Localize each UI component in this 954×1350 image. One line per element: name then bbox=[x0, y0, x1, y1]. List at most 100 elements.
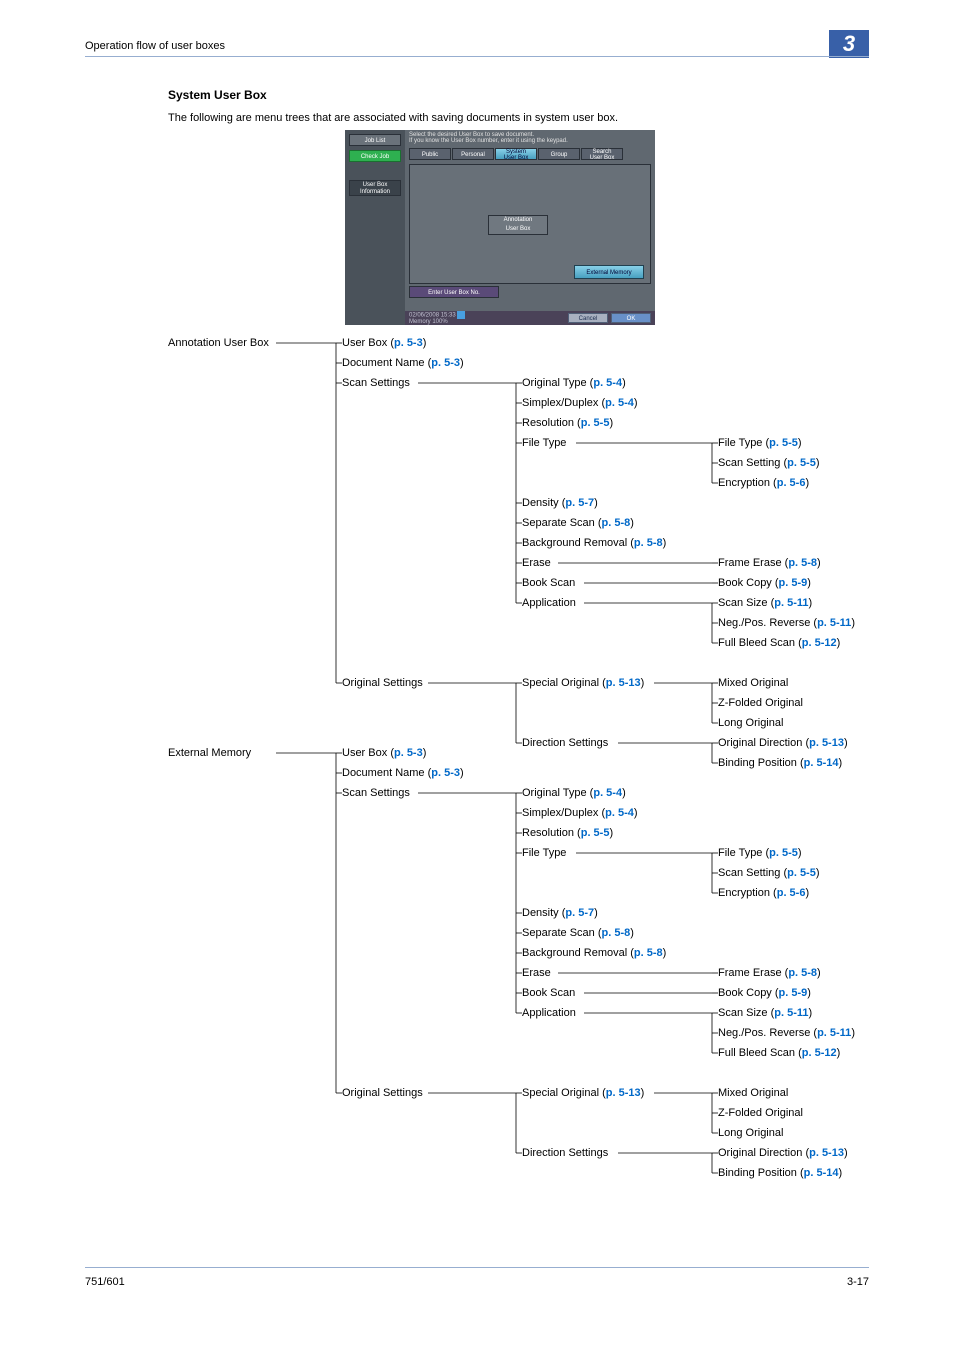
external-root-orig-0: Special Original (p. 5-13) bbox=[522, 1086, 644, 1100]
external-root-ap-0-label: Scan Size bbox=[718, 1007, 768, 1019]
paren: ) bbox=[630, 927, 634, 939]
external-root-ap-2-label: Full Bleed Scan bbox=[718, 1047, 795, 1059]
mfp-main: Select the desired User Box to save docu… bbox=[405, 130, 655, 325]
external-root-scan-6-link[interactable]: p. 5-8 bbox=[634, 947, 663, 959]
paren: ) bbox=[609, 827, 613, 839]
paren: ) bbox=[837, 637, 841, 649]
external-root-ft-1: Scan Setting (p. 5-5) bbox=[718, 866, 820, 880]
tab-public: Public bbox=[409, 148, 451, 160]
external-root-ds-1-link[interactable]: p. 5-14 bbox=[804, 1167, 839, 1179]
annotation-root-ap-0: Scan Size (p. 5-11) bbox=[718, 596, 812, 610]
external-root-ft-1-link[interactable]: p. 5-5 bbox=[787, 867, 816, 879]
paren: ) bbox=[805, 887, 809, 899]
external-root-ap-2-link[interactable]: p. 5-12 bbox=[802, 1047, 837, 1059]
external-root-scan-2-link[interactable]: p. 5-5 bbox=[581, 827, 610, 839]
datetime: 02/06/2008 15:33 bbox=[409, 313, 456, 319]
external-root-orig-0-link[interactable]: p. 5-13 bbox=[606, 1087, 641, 1099]
enter-box-no-button: Enter User Box No. bbox=[409, 286, 499, 298]
external-root-ft-0-label: File Type bbox=[718, 847, 762, 859]
annotation-root-scan-7-label: Erase bbox=[522, 557, 551, 569]
external-root-scan-6: Background Removal (p. 5-8) bbox=[522, 946, 666, 960]
external-root-orig-0-label: Special Original bbox=[522, 1087, 599, 1099]
external-root-ap-1: Neg./Pos. Reverse (p. 5-11) bbox=[718, 1026, 855, 1040]
annotation-root-l1-1-link[interactable]: p. 5-3 bbox=[431, 357, 460, 369]
external-root-scan-4-link[interactable]: p. 5-7 bbox=[565, 907, 594, 919]
annotation-root-scan-6: Background Removal (p. 5-8) bbox=[522, 536, 666, 550]
external-root-ft-1-label: Scan Setting bbox=[718, 867, 780, 879]
external-root-scan-0-link[interactable]: p. 5-4 bbox=[593, 787, 622, 799]
annotation-root-label: Annotation User Box bbox=[168, 337, 269, 349]
mfp-screenshot: Job List Check Job User Box Information … bbox=[345, 130, 655, 325]
external-root-ds-0-link[interactable]: p. 5-13 bbox=[809, 1147, 844, 1159]
annotation-root-er-0-link[interactable]: p. 5-8 bbox=[788, 557, 817, 569]
annotation-root-ft-2: Encryption (p. 5-6) bbox=[718, 476, 809, 490]
external-root-scan-8-label: Book Scan bbox=[522, 987, 575, 999]
external-root-scan-4: Density (p. 5-7) bbox=[522, 906, 598, 920]
external-root-scan-9-label: Application bbox=[522, 1007, 576, 1019]
annotation-root-scan-4-link[interactable]: p. 5-7 bbox=[565, 497, 594, 509]
annotation-root-scan-5-label: Separate Scan bbox=[522, 517, 595, 529]
paren: ) bbox=[817, 967, 821, 979]
external-root-ft-0-link[interactable]: p. 5-5 bbox=[769, 847, 798, 859]
paren: ) bbox=[634, 807, 638, 819]
paren: ) bbox=[844, 1147, 848, 1159]
external-root-l1-2: Scan Settings bbox=[342, 786, 410, 800]
annotation-root-scan-6-link[interactable]: p. 5-8 bbox=[634, 537, 663, 549]
annotation-root-l1-0-link[interactable]: p. 5-3 bbox=[394, 337, 423, 349]
external-root-scan-6-label: Background Removal bbox=[522, 947, 627, 959]
external-root-ap-0-link[interactable]: p. 5-11 bbox=[774, 1007, 808, 1019]
annotation-root-ap-0-link[interactable]: p. 5-11 bbox=[774, 597, 808, 609]
annotation-root-scan-5-link[interactable]: p. 5-8 bbox=[602, 517, 631, 529]
annotation-root-scan-2-link[interactable]: p. 5-5 bbox=[581, 417, 610, 429]
annotation-root-ap-2-link[interactable]: p. 5-12 bbox=[802, 637, 837, 649]
annotation-root-so-2: Long Original bbox=[718, 716, 783, 730]
annotation-root-orig-0-link[interactable]: p. 5-13 bbox=[606, 677, 641, 689]
annotation-root-scan-0-link[interactable]: p. 5-4 bbox=[593, 377, 622, 389]
external-root-ap-1-link[interactable]: p. 5-11 bbox=[817, 1027, 851, 1039]
external-root-bs-0-link[interactable]: p. 5-9 bbox=[779, 987, 808, 999]
annotation-root-er-0: Frame Erase (p. 5-8) bbox=[718, 556, 821, 570]
external-root-so-2-label: Long Original bbox=[718, 1127, 783, 1139]
external-root-orig-1: Direction Settings bbox=[522, 1146, 608, 1160]
paren: ) bbox=[622, 377, 626, 389]
external-root-scan-5-label: Separate Scan bbox=[522, 927, 595, 939]
annotation-root-scan-6-label: Background Removal bbox=[522, 537, 627, 549]
external-root-scan-5-link[interactable]: p. 5-8 bbox=[602, 927, 631, 939]
annotation-root-so-1: Z-Folded Original bbox=[718, 696, 803, 710]
external-root-er-0-link[interactable]: p. 5-8 bbox=[788, 967, 817, 979]
annotation-root-ap-1-link[interactable]: p. 5-11 bbox=[817, 617, 851, 629]
external-root-so-0-label: Mixed Original bbox=[718, 1087, 788, 1099]
annotation-root-ft-1-link[interactable]: p. 5-5 bbox=[787, 457, 816, 469]
annotation-root-so-2-label: Long Original bbox=[718, 717, 783, 729]
external-root-l1-0: User Box (p. 5-3) bbox=[342, 746, 426, 760]
annotation-root-ap-2-label: Full Bleed Scan bbox=[718, 637, 795, 649]
annotation-root-scan-9-label: Application bbox=[522, 597, 576, 609]
external-root-ft-2-link[interactable]: p. 5-6 bbox=[777, 887, 806, 899]
annotation-root-scan-8: Book Scan bbox=[522, 576, 575, 590]
footer-rule bbox=[85, 1267, 869, 1268]
annotation-root: Annotation User Box bbox=[168, 336, 269, 350]
external-root-scan-8: Book Scan bbox=[522, 986, 575, 1000]
paren: ) bbox=[641, 1087, 645, 1099]
paren: ) bbox=[622, 787, 626, 799]
annotation-root-ft-2-link[interactable]: p. 5-6 bbox=[777, 477, 806, 489]
annotation-root-ft-0-link[interactable]: p. 5-5 bbox=[769, 437, 798, 449]
annotation-root-scan-5: Separate Scan (p. 5-8) bbox=[522, 516, 634, 530]
external-root-scan-2: Resolution (p. 5-5) bbox=[522, 826, 613, 840]
mfp-help-text: Select the desired User Box to save docu… bbox=[405, 130, 655, 146]
annotation-root-ap-1-label: Neg./Pos. Reverse bbox=[718, 617, 810, 629]
paren: ) bbox=[809, 597, 813, 609]
external-root-l1-1-link[interactable]: p. 5-3 bbox=[431, 767, 460, 779]
paren: ) bbox=[805, 477, 809, 489]
mfp-footer: 02/06/2008 15:33 Memory 100% Cancel OK bbox=[405, 311, 655, 325]
annotation-root-scan-1-link[interactable]: p. 5-4 bbox=[605, 397, 634, 409]
external-root-so-1: Z-Folded Original bbox=[718, 1106, 803, 1120]
external-root-l1-2-label: Scan Settings bbox=[342, 787, 410, 799]
annotation-root-bs-0-link[interactable]: p. 5-9 bbox=[779, 577, 808, 589]
annotation-root-ap-2: Full Bleed Scan (p. 5-12) bbox=[718, 636, 840, 650]
annotation-root-so-0: Mixed Original bbox=[718, 676, 788, 690]
annotation-root-scan-2: Resolution (p. 5-5) bbox=[522, 416, 613, 430]
external-root-l1-0-link[interactable]: p. 5-3 bbox=[394, 747, 423, 759]
external-root-scan-1-link[interactable]: p. 5-4 bbox=[605, 807, 634, 819]
annotation-root-er-0-label: Frame Erase bbox=[718, 557, 782, 569]
